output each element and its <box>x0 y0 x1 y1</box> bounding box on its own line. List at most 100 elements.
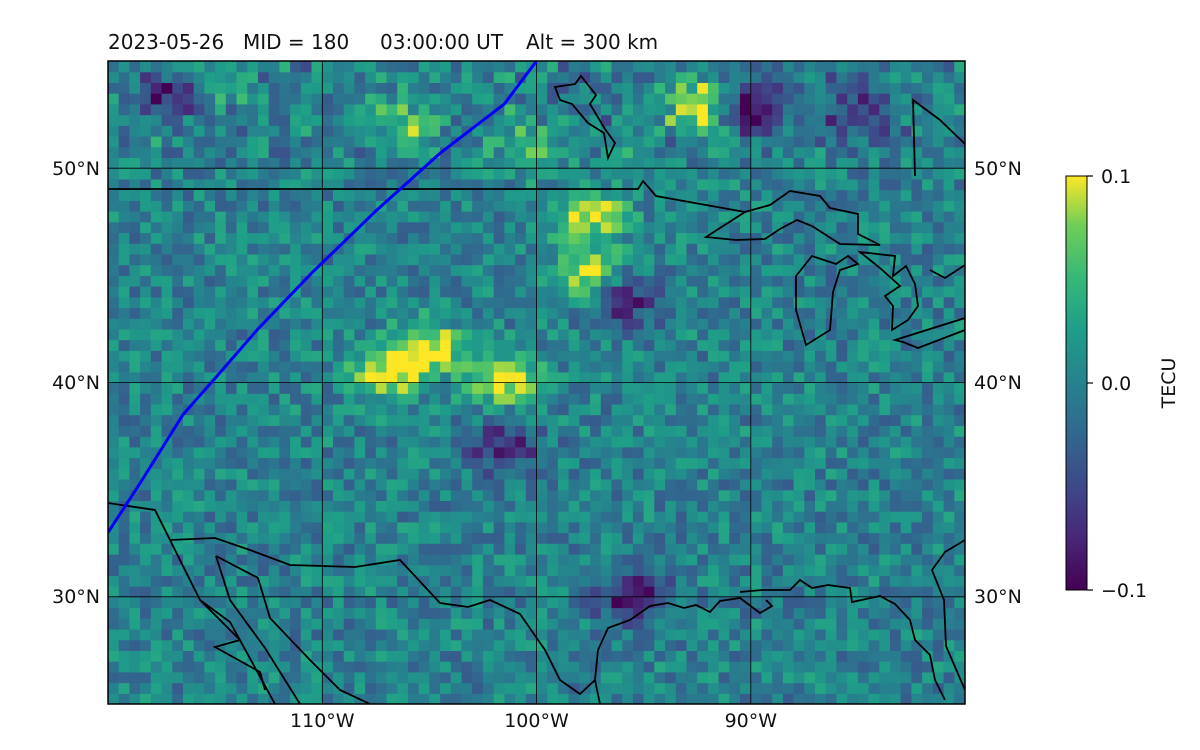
heatmap-cell <box>815 414 827 426</box>
heatmap-cell <box>525 554 538 566</box>
heatmap-cell <box>750 521 763 534</box>
heatmap-cell <box>386 682 398 694</box>
heatmap-cell <box>515 554 527 566</box>
heatmap-cell <box>750 564 763 576</box>
heatmap-cell <box>354 318 366 330</box>
heatmap-cell <box>150 136 163 148</box>
heatmap-cell <box>600 136 613 148</box>
heatmap-cell <box>579 446 591 459</box>
heatmap-cell <box>450 82 463 94</box>
heatmap-cell <box>590 211 602 223</box>
heatmap-cell <box>440 693 452 704</box>
heatmap-cell <box>386 554 398 566</box>
heatmap-cell <box>954 189 965 201</box>
heatmap-cell <box>825 253 837 266</box>
heatmap-cell <box>461 661 473 673</box>
heatmap-cell <box>697 307 709 319</box>
heatmap-cell <box>954 532 965 544</box>
heatmap-cell <box>493 446 505 459</box>
heatmap-cell <box>440 114 452 126</box>
heatmap-cell <box>397 253 409 266</box>
heatmap-cell <box>654 93 666 105</box>
heatmap-cell <box>247 339 259 351</box>
heatmap-cell <box>847 157 859 169</box>
heatmap-cell <box>707 146 720 158</box>
heatmap-cell <box>922 393 934 405</box>
heatmap-cell <box>515 446 527 459</box>
heatmap-cell <box>590 403 602 416</box>
heatmap-cell <box>290 200 302 212</box>
heatmap-cell <box>279 350 291 362</box>
heatmap-cell <box>140 414 152 426</box>
heatmap-cell <box>236 361 248 373</box>
heatmap-cell <box>354 361 366 373</box>
heatmap-cell <box>461 178 473 191</box>
heatmap-cell <box>729 339 741 351</box>
heatmap-cell <box>943 436 955 448</box>
heatmap-cell <box>954 629 965 641</box>
heatmap-cell <box>172 468 184 480</box>
heatmap-cell <box>568 693 580 704</box>
heatmap-cell <box>793 596 805 609</box>
heatmap-cell <box>225 328 238 341</box>
heatmap-cell <box>300 618 313 630</box>
heatmap-cell <box>268 286 280 298</box>
heatmap-cell <box>172 639 184 651</box>
heatmap-cell <box>440 414 452 426</box>
heatmap-cell <box>108 361 120 373</box>
heatmap-cell <box>268 71 280 83</box>
heatmap-cell <box>461 586 473 598</box>
heatmap-cell <box>183 436 195 448</box>
heatmap-cell <box>290 403 302 416</box>
heatmap-cell <box>868 671 880 684</box>
heatmap-cell <box>172 243 184 255</box>
heatmap-cell <box>193 136 205 148</box>
heatmap-cell <box>204 275 216 287</box>
heatmap-cell <box>847 125 859 137</box>
heatmap-cell <box>108 618 120 630</box>
canada-shore <box>912 98 965 280</box>
heatmap-cell <box>493 232 505 244</box>
heatmap-cell <box>536 103 548 116</box>
heatmap-cell <box>707 296 720 309</box>
heatmap-cell <box>793 403 805 416</box>
heatmap-cell <box>761 543 773 555</box>
heatmap-cell <box>579 564 591 576</box>
heatmap-cell <box>922 339 934 351</box>
heatmap-cell <box>504 489 516 501</box>
heatmap-cell <box>118 371 130 384</box>
heatmap-cell <box>879 125 891 137</box>
heatmap-cell <box>354 328 366 341</box>
heatmap-cell <box>804 650 816 662</box>
heatmap-cell <box>236 114 248 126</box>
heatmap-cell <box>665 103 677 116</box>
heatmap-cell <box>954 479 965 491</box>
heatmap-cell <box>932 650 945 662</box>
heatmap-cell <box>333 511 345 523</box>
heatmap-cell <box>547 436 559 448</box>
heatmap-cell <box>804 446 816 459</box>
heatmap-cell <box>193 446 205 459</box>
heatmap-cell <box>815 200 827 212</box>
heatmap-cell <box>643 157 655 169</box>
heatmap-cell <box>772 82 784 94</box>
heatmap-cell <box>515 532 527 544</box>
heatmap-cell <box>300 671 313 684</box>
heatmap-cell <box>472 693 484 704</box>
heatmap-cell <box>118 457 130 469</box>
heatmap-cell <box>450 178 463 191</box>
heatmap-cell <box>236 243 248 255</box>
heatmap-cell <box>782 521 795 534</box>
heatmap-cell <box>879 629 891 641</box>
heatmap-cell <box>740 393 752 405</box>
heatmap-cell <box>825 575 837 587</box>
heatmap-cell <box>450 371 463 384</box>
heatmap-cell <box>290 82 302 94</box>
heatmap-cell <box>804 275 816 287</box>
heatmap-cell <box>761 361 773 373</box>
heatmap-cell <box>407 661 420 673</box>
heatmap-cell <box>557 618 570 630</box>
heatmap-cell <box>268 243 280 255</box>
heatmap-cell <box>825 532 837 544</box>
heatmap-cell <box>504 693 516 704</box>
